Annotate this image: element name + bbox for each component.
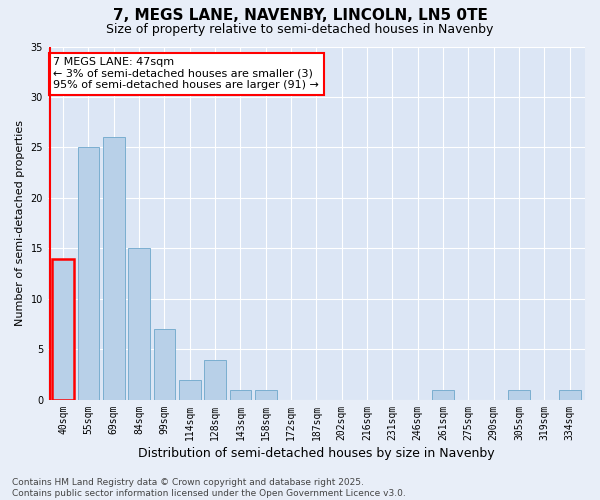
Bar — [508, 390, 530, 400]
Bar — [205, 360, 226, 400]
Text: Size of property relative to semi-detached houses in Navenby: Size of property relative to semi-detach… — [106, 22, 494, 36]
Bar — [103, 138, 125, 400]
Bar — [128, 248, 150, 400]
Text: 7, MEGS LANE, NAVENBY, LINCOLN, LN5 0TE: 7, MEGS LANE, NAVENBY, LINCOLN, LN5 0TE — [113, 8, 487, 22]
Bar — [255, 390, 277, 400]
Text: Contains HM Land Registry data © Crown copyright and database right 2025.
Contai: Contains HM Land Registry data © Crown c… — [12, 478, 406, 498]
Text: 7 MEGS LANE: 47sqm
← 3% of semi-detached houses are smaller (3)
95% of semi-deta: 7 MEGS LANE: 47sqm ← 3% of semi-detached… — [53, 57, 319, 90]
Bar — [77, 148, 99, 400]
Bar — [179, 380, 200, 400]
X-axis label: Distribution of semi-detached houses by size in Navenby: Distribution of semi-detached houses by … — [138, 447, 495, 460]
Bar — [52, 258, 74, 400]
Bar — [559, 390, 581, 400]
Y-axis label: Number of semi-detached properties: Number of semi-detached properties — [15, 120, 25, 326]
Bar — [154, 330, 175, 400]
Bar — [433, 390, 454, 400]
Bar — [230, 390, 251, 400]
